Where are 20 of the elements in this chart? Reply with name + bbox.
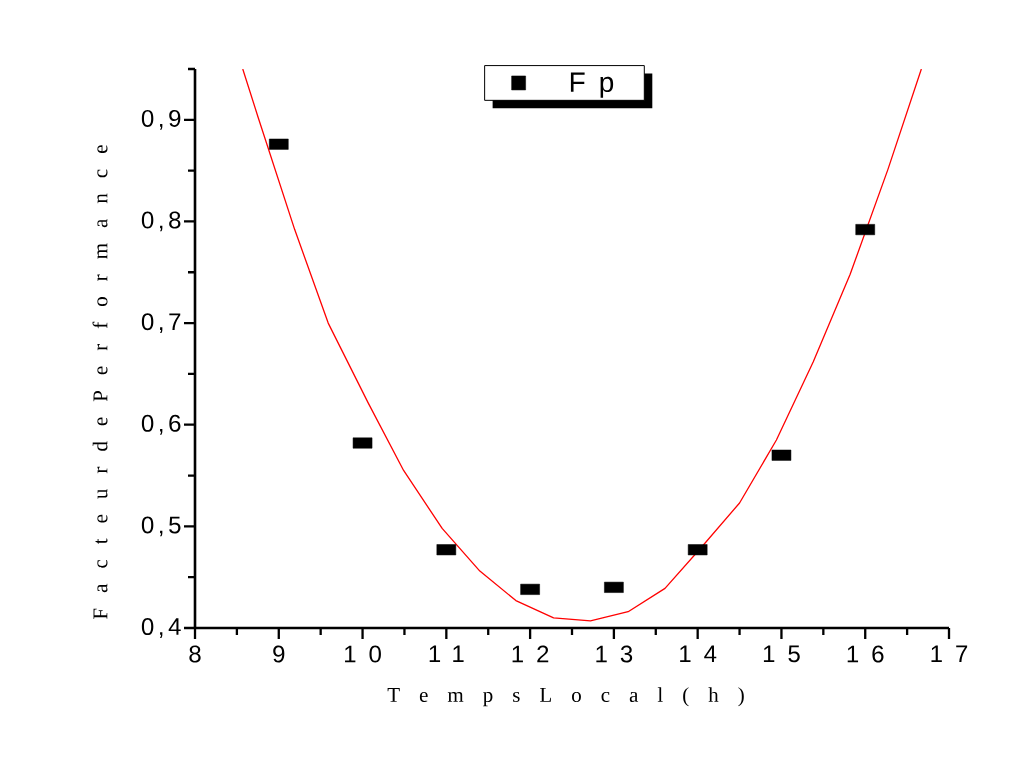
x-tick-label: 1 3 xyxy=(596,645,633,663)
y-tick-label: 0,9 xyxy=(141,109,181,130)
x-tick-label: 1 1 xyxy=(429,645,464,663)
y-tick-label: 0,6 xyxy=(141,414,181,435)
x-tick-label: 1 6 xyxy=(847,645,884,663)
y-tick-label: 0,4 xyxy=(141,618,181,638)
x-tick-label: 1 7 xyxy=(931,645,968,663)
y-tick-label: 0,5 xyxy=(141,516,181,537)
y-tick-label: 0,7 xyxy=(141,313,181,334)
x-tick-label: 8 xyxy=(189,645,201,663)
y-axis-title: F a c t e u r d e P e r f o r m a n c e xyxy=(92,145,108,619)
x-tick-label: 1 2 xyxy=(512,645,549,663)
legend-label: F p xyxy=(570,72,614,98)
x-axis-title: T e m p s L o c a l ( h ) xyxy=(387,687,744,707)
x-tick-label: 1 4 xyxy=(680,645,717,663)
y-tick-label: 0,8 xyxy=(141,211,181,232)
x-tick-label: 1 5 xyxy=(763,645,800,663)
x-tick-label: 1 0 xyxy=(345,645,381,663)
line-series xyxy=(242,68,923,622)
x-tick-label: 9 xyxy=(273,645,285,663)
